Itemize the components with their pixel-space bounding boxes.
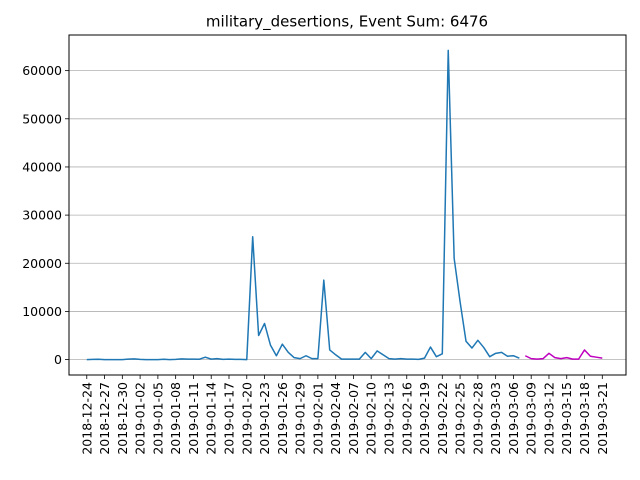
grid-lines <box>69 70 626 360</box>
x-tick-label: 2019-02-07 <box>346 382 361 455</box>
series-layer <box>86 49 603 361</box>
x-tick-label: 2019-01-26 <box>275 382 290 455</box>
x-tick-label: 2019-03-21 <box>595 382 610 455</box>
x-tick-label: 2019-02-16 <box>399 382 414 455</box>
series-line-2 <box>524 349 603 360</box>
x-tick-label: 2019-01-17 <box>221 382 236 455</box>
x-tick-label: 2019-02-25 <box>453 382 468 455</box>
y-tick-label: 40000 <box>22 159 62 174</box>
x-tick-label: 2019-01-29 <box>293 382 308 455</box>
y-tick-label: 30000 <box>22 208 62 223</box>
y-tick-label: 60000 <box>22 63 62 78</box>
x-tick-label: 2019-01-02 <box>133 382 148 455</box>
y-tick-label: 20000 <box>22 256 62 271</box>
y-tick-label: 10000 <box>22 304 62 319</box>
chart-title: military_desertions, Event Sum: 6476 <box>206 13 488 32</box>
x-tick-label: 2019-02-19 <box>417 382 432 455</box>
x-axis: 2018-12-24 2018-12-27 2018-12-30 2019-01-02… <box>79 375 610 455</box>
x-tick-label: 2019-01-23 <box>257 382 272 455</box>
x-tick-label: 2019-01-08 <box>168 382 183 455</box>
x-tick-label: 2018-12-24 <box>79 382 94 455</box>
x-tick-label: 2019-03-06 <box>506 382 521 455</box>
x-tick-label: 2019-03-03 <box>488 382 503 455</box>
x-tick-label: 2019-02-10 <box>364 382 379 455</box>
x-tick-label: 2019-01-05 <box>150 382 165 455</box>
plot-frame <box>68 34 627 376</box>
x-tick-label: 2019-02-04 <box>328 382 343 455</box>
x-tick-label: 2019-03-15 <box>559 382 574 455</box>
x-tick-label: 2019-01-11 <box>186 382 201 455</box>
x-tick-label: 2019-02-13 <box>381 382 396 455</box>
series-line-1 <box>86 49 520 361</box>
y-axis: 0 10000 20000 30000 40000 50000 60000 <box>22 63 69 367</box>
x-tick-label: 2019-02-22 <box>435 382 450 455</box>
x-tick-label: 2018-12-30 <box>115 382 130 455</box>
y-tick-label: 0 <box>54 352 62 367</box>
x-tick-label: 2019-03-09 <box>524 382 539 455</box>
x-tick-label: 2019-03-12 <box>541 382 556 455</box>
x-tick-label: 2019-01-20 <box>239 382 254 455</box>
x-tick-label: 2019-02-28 <box>470 382 485 455</box>
x-tick-label: 2019-03-18 <box>577 382 592 455</box>
x-tick-label: 2019-01-14 <box>204 382 219 455</box>
x-tick-label: 2019-02-01 <box>310 382 325 455</box>
y-tick-label: 50000 <box>22 111 62 126</box>
x-tick-label: 2018-12-27 <box>97 382 112 455</box>
